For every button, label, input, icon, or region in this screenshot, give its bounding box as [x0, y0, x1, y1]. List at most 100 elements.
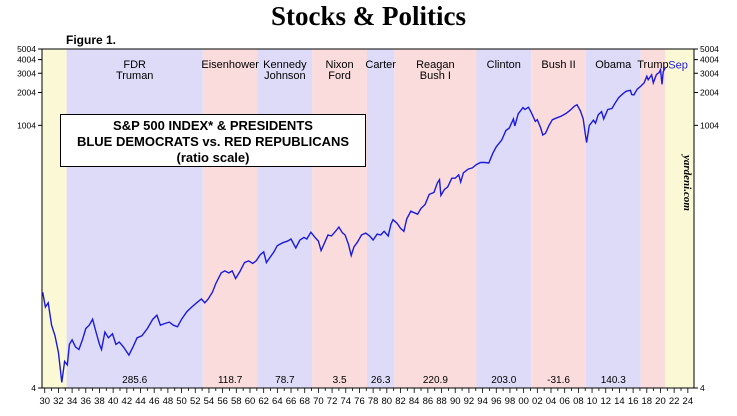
- y-tick-label-right: 5004: [700, 44, 719, 54]
- regime-band-11: [665, 49, 694, 388]
- sep-label: Sep: [668, 60, 688, 72]
- y-tick-label-left: 4004: [17, 55, 36, 65]
- president-label: Bush I: [420, 70, 451, 82]
- x-tick-label: 80: [382, 396, 393, 407]
- y-tick-label-right: 4: [700, 383, 705, 393]
- regime-band-6: [394, 49, 477, 388]
- change-label: 26.3: [371, 375, 391, 386]
- regime-band-8: [531, 49, 586, 388]
- plot-frame: [41, 48, 695, 389]
- x-tick-label: 86: [423, 396, 434, 407]
- y-tick-label-right: 4004: [700, 55, 719, 65]
- change-label: 3.5: [333, 375, 347, 386]
- change-label: 220.9: [423, 375, 448, 386]
- legend-line-1: S&P 500 INDEX* & PRESIDENTS: [113, 118, 313, 133]
- president-bands: [42, 49, 694, 388]
- x-tick-label: 96: [491, 396, 502, 407]
- page-title: Stocks & Politics: [271, 1, 466, 31]
- president-label: Ford: [328, 70, 351, 82]
- regime-band-3: [257, 49, 313, 388]
- x-tick-label: 52: [190, 396, 201, 407]
- legend-line-3: (ratio scale): [176, 150, 250, 165]
- x-tick-label: 66: [286, 396, 297, 407]
- x-tick-label: 88: [436, 396, 447, 407]
- y-tick-label-right: 3004: [700, 68, 719, 78]
- regime-band-7: [476, 49, 532, 388]
- x-tick-label: 56: [217, 396, 228, 407]
- y-tick-label-right: 2004: [700, 87, 719, 97]
- figure-label: Figure 1.: [66, 33, 117, 47]
- x-tick-label: 20: [655, 396, 666, 407]
- x-tick-label: 54: [204, 396, 215, 407]
- president-label: Carter: [365, 59, 396, 71]
- x-tick-label: 18: [642, 396, 653, 407]
- x-tick-label: 64: [272, 396, 283, 407]
- x-tick-label: 16: [628, 396, 639, 407]
- x-tick-label: 06: [559, 396, 570, 407]
- regime-band-4: [312, 49, 367, 388]
- y-tick-label-left: 2004: [17, 87, 36, 97]
- x-tick-label: 10: [587, 396, 598, 407]
- president-label: Eisenhower: [201, 59, 259, 71]
- y-tick-label-left: 1004: [17, 120, 36, 130]
- change-label: -31.6: [547, 375, 570, 386]
- x-tick-label: 38: [94, 396, 105, 407]
- change-label: 285.6: [122, 375, 147, 386]
- x-tick-label: 46: [149, 396, 160, 407]
- president-label: Clinton: [487, 59, 521, 71]
- president-label: Truman: [116, 70, 154, 82]
- y-tick-label-left: 3004: [17, 68, 36, 78]
- president-label: Johnson: [264, 70, 306, 82]
- x-tick-label: 34: [67, 396, 78, 407]
- x-tick-label: 92: [464, 396, 475, 407]
- x-tick-label: 40: [108, 396, 119, 407]
- x-tick-label: 82: [395, 396, 406, 407]
- regime-band-2: [202, 49, 258, 388]
- president-label: Obama: [595, 59, 632, 71]
- x-tick-label: 68: [299, 396, 310, 407]
- y-tick-label-left: 4: [31, 383, 36, 393]
- x-tick-label: 48: [163, 396, 174, 407]
- x-tick-label: 72: [327, 396, 338, 407]
- x-tick-label: 60: [245, 396, 256, 407]
- y-tick-label-left: 5004: [17, 44, 36, 54]
- president-label: Reagan: [416, 59, 455, 71]
- change-label: 78.7: [275, 375, 295, 386]
- x-tick-label: 50: [176, 396, 187, 407]
- x-tick-label: 78: [368, 396, 379, 407]
- x-tick-label: 84: [409, 396, 420, 407]
- x-tick-label: 76: [354, 396, 365, 407]
- x-tick-label: 08: [573, 396, 584, 407]
- regime-band-10: [640, 49, 666, 388]
- change-labels: 285.6 118.7 78.7 3.5 26.3 220.9 203.0 -31.6 140.…: [122, 375, 626, 386]
- sp500-line: [42, 67, 666, 383]
- regime-band-9: [585, 49, 641, 388]
- x-tick-label: 90: [450, 396, 461, 407]
- legend-line-2: BLUE DEMOCRATS vs. RED REPUBLICANS: [76, 134, 350, 149]
- x-tick-label: 62: [258, 396, 269, 407]
- x-tick-label: 32: [53, 396, 64, 407]
- president-label: FDR: [123, 59, 146, 71]
- x-tick-label: 24: [683, 396, 694, 407]
- x-tick-label: 30: [39, 396, 50, 407]
- x-tick-label: 98: [505, 396, 516, 407]
- legend-box: S&P 500 INDEX* & PRESIDENTS BLUE DEMOCRA…: [60, 114, 366, 167]
- change-label: 203.0: [491, 375, 516, 386]
- x-tick-label: 42: [122, 396, 133, 407]
- x-tick-label: 22: [669, 396, 680, 407]
- change-label: 118.7: [218, 375, 243, 386]
- x-tick-label: 12: [600, 396, 611, 407]
- x-tick-label: 14: [614, 396, 625, 407]
- change-label: 140.3: [601, 375, 626, 386]
- regime-band-0: [42, 49, 67, 388]
- president-label: Nixon: [326, 59, 354, 71]
- watermark: yardeni.com: [681, 155, 693, 211]
- y-tick-label-right: 1004: [700, 120, 719, 130]
- x-tick-label: 02: [532, 396, 543, 407]
- regime-band-1: [66, 49, 203, 388]
- x-tick-label: 04: [546, 396, 557, 407]
- x-tick-label: 94: [477, 396, 488, 407]
